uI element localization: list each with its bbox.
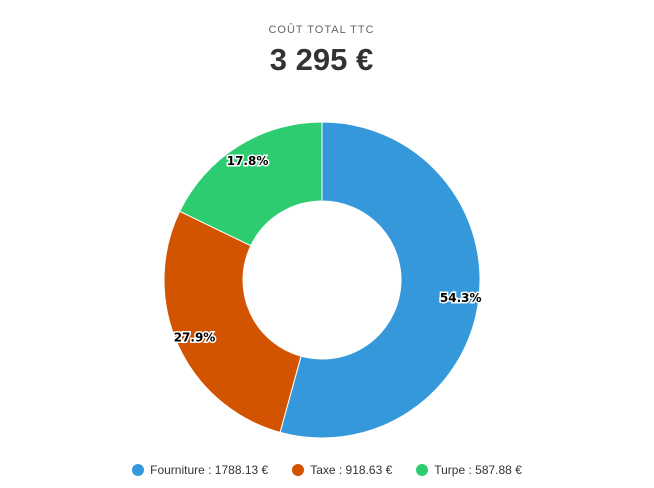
slice-label-turpe: 17.8%: [227, 154, 269, 168]
legend-marker-taxe: [292, 464, 305, 476]
donut-slice-fourniture[interactable]: [279, 121, 481, 439]
slice-label-fourniture: 54.3%: [440, 291, 482, 305]
donut-slice-turpe[interactable]: [179, 121, 323, 247]
legend-label-turpe: Turpe : 587.88 €: [434, 463, 522, 477]
legend-label-taxe: Taxe : 918.63 €: [310, 463, 393, 477]
legend-marker-fourniture: [132, 464, 145, 476]
legend-label-fourniture: Fourniture : 1788.13 €: [150, 463, 269, 477]
chart-legend: Fourniture : 1788.13 € Taxe : 918.63 € T…: [0, 463, 654, 477]
legend-item-taxe[interactable]: Taxe : 918.63 €: [292, 463, 392, 477]
legend-item-fourniture[interactable]: Fourniture : 1788.13 €: [132, 463, 268, 477]
legend-marker-turpe: [416, 464, 429, 476]
donut-slice-taxe[interactable]: [163, 210, 302, 433]
total-cost: 3 295 €: [269, 42, 374, 77]
slice-label-taxe: 27.9%: [174, 330, 216, 344]
chart-subtitle: COÛT TOTAL TTC: [268, 24, 375, 36]
legend-item-turpe[interactable]: Turpe : 587.88 €: [416, 463, 522, 477]
